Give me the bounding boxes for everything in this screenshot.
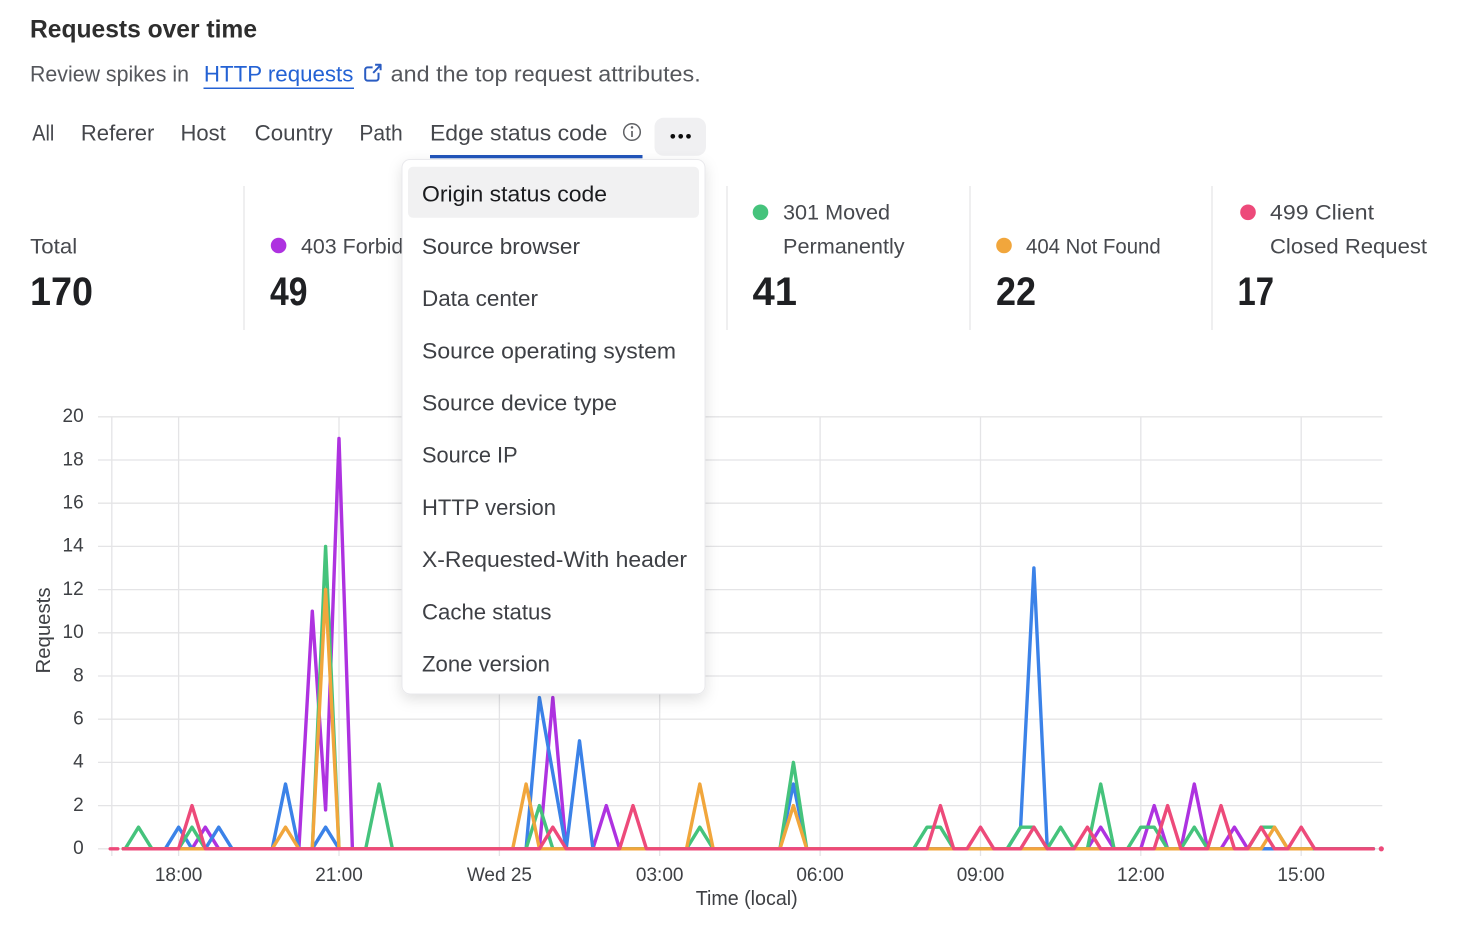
svg-text:14: 14	[63, 536, 85, 557]
svg-text:Host: Host	[181, 121, 226, 146]
svg-text:404 Not Found: 404 Not Found	[1026, 236, 1161, 259]
svg-text:0: 0	[73, 838, 84, 859]
svg-text:20: 20	[63, 406, 84, 427]
svg-text:Closed Request: Closed Request	[1270, 236, 1427, 259]
svg-text:HTTP version: HTTP version	[422, 495, 556, 520]
svg-text:21:00: 21:00	[315, 865, 363, 886]
svg-text:Referer: Referer	[81, 121, 154, 146]
svg-text:Source browser: Source browser	[422, 234, 580, 259]
svg-text:Country: Country	[255, 121, 333, 146]
svg-text:Source device type: Source device type	[422, 391, 617, 416]
svg-text:Time (local): Time (local)	[696, 888, 798, 910]
svg-text:22: 22	[996, 270, 1036, 314]
svg-text:6: 6	[73, 709, 84, 730]
svg-text:4: 4	[73, 752, 84, 773]
svg-text:12:00: 12:00	[1117, 865, 1165, 886]
svg-text:09:00: 09:00	[957, 865, 1005, 886]
svg-text:Source IP: Source IP	[422, 443, 518, 468]
svg-text:HTTP requests: HTTP requests	[204, 62, 354, 87]
svg-text:15:00: 15:00	[1277, 865, 1325, 886]
svg-text:and the top request attributes: and the top request attributes.	[391, 62, 701, 87]
svg-text:12: 12	[63, 579, 84, 600]
svg-text:8: 8	[73, 665, 84, 686]
svg-text:Wed 25: Wed 25	[467, 865, 532, 886]
svg-text:Cache status: Cache status	[422, 599, 552, 624]
svg-text:Permanently: Permanently	[783, 236, 905, 259]
svg-text:03:00: 03:00	[636, 865, 684, 886]
svg-text:Review spikes in: Review spikes in	[30, 62, 189, 87]
svg-text:Requests over time: Requests over time	[30, 15, 257, 43]
svg-text:170: 170	[30, 270, 93, 314]
svg-text:Zone version: Zone version	[422, 652, 550, 677]
svg-text:2: 2	[73, 795, 84, 816]
svg-text:Origin status code: Origin status code	[422, 182, 607, 207]
svg-text:49: 49	[270, 270, 308, 314]
svg-text:16: 16	[63, 493, 84, 514]
svg-text:Data center: Data center	[422, 286, 538, 311]
svg-text:Total: Total	[30, 236, 77, 259]
svg-text:18: 18	[63, 449, 84, 470]
svg-text:Requests: Requests	[33, 588, 55, 674]
svg-text:X-Requested-With header: X-Requested-With header	[422, 547, 687, 572]
svg-text:06:00: 06:00	[796, 865, 844, 886]
svg-text:Source operating system: Source operating system	[422, 338, 676, 363]
svg-text:18:00: 18:00	[155, 865, 203, 886]
svg-text:41: 41	[753, 270, 798, 314]
svg-text:301 Moved: 301 Moved	[783, 202, 890, 225]
svg-text:10: 10	[63, 622, 84, 643]
svg-text:17: 17	[1238, 270, 1275, 314]
svg-text:499 Client: 499 Client	[1270, 202, 1374, 225]
svg-text:Edge status code: Edge status code	[430, 121, 607, 146]
svg-text:All: All	[32, 121, 54, 146]
svg-text:Path: Path	[359, 121, 402, 146]
